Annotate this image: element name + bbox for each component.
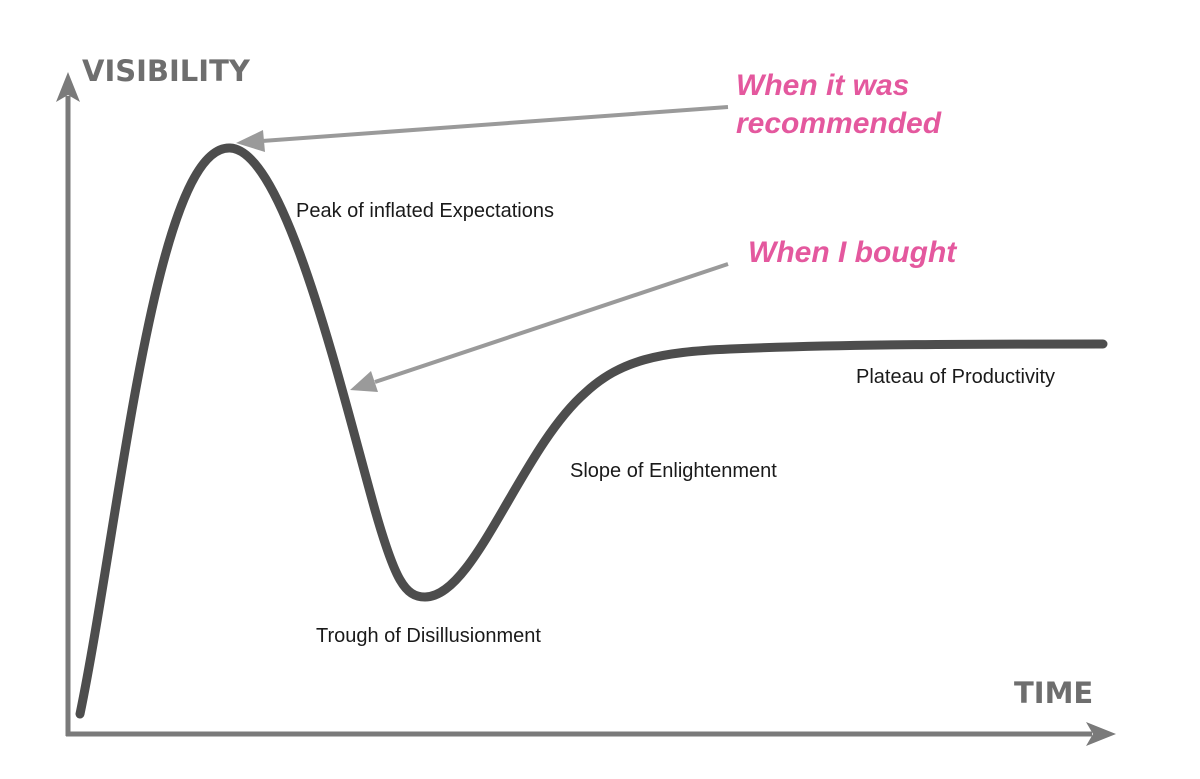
- x-axis-arrowhead: [1086, 722, 1116, 746]
- label-peak: Peak of inflated Expectations: [296, 200, 554, 222]
- bought-arrowhead: [350, 371, 378, 392]
- label-trough: Trough of Disillusionment: [316, 625, 541, 647]
- label-plateau: Plateau of Productivity: [856, 366, 1055, 388]
- axes: [56, 72, 1116, 746]
- x-axis-title: TIME: [1014, 676, 1093, 710]
- y-axis-arrowhead: [56, 72, 80, 102]
- label-slope: Slope of Enlightenment: [570, 460, 777, 482]
- recommended-pointer: [236, 105, 729, 152]
- recommended-arrow-line: [261, 105, 729, 143]
- annotation-recommended-line2: recommended: [736, 107, 942, 140]
- bought-arrow-line: [374, 262, 729, 384]
- annotation-bought: When I bought: [748, 236, 958, 269]
- recommended-arrowhead: [236, 130, 265, 152]
- hype-curve: [75, 143, 1108, 719]
- bought-pointer: [350, 262, 729, 392]
- y-axis-title: VISIBILITY: [82, 54, 251, 88]
- annotation-recommended-line1: When it was: [736, 69, 909, 102]
